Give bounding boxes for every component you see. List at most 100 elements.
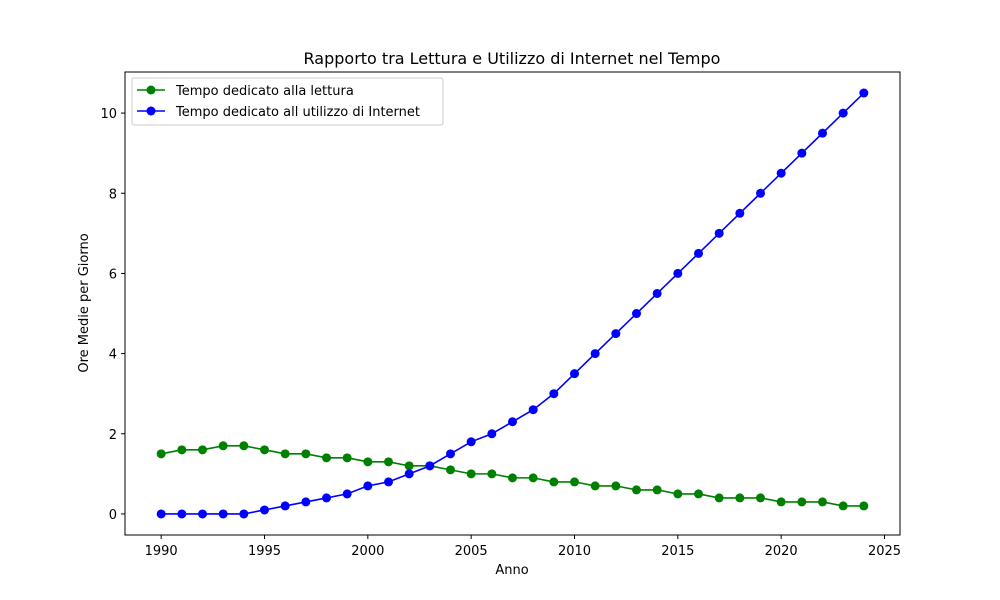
data-point xyxy=(342,489,352,499)
data-point xyxy=(446,465,455,475)
x-tick-label: 2025 xyxy=(868,544,901,559)
x-tick-label: 2015 xyxy=(661,544,694,559)
data-point xyxy=(508,417,517,427)
data-point xyxy=(756,493,765,503)
data-point xyxy=(487,469,497,479)
legend-item-1: Tempo dedicato alla lettura xyxy=(137,84,354,99)
data-point xyxy=(198,509,207,519)
data-point xyxy=(590,481,600,491)
y-axis: 0 2 4 6 8 10 xyxy=(100,107,125,523)
data-point xyxy=(218,509,228,519)
y-tick-label: 10 xyxy=(100,107,117,122)
data-point xyxy=(322,493,331,503)
data-point xyxy=(487,429,497,439)
data-point xyxy=(673,489,683,499)
y-tick-label: 4 xyxy=(109,348,117,363)
data-point xyxy=(301,449,311,459)
data-point xyxy=(239,509,249,519)
x-tick-label: 2005 xyxy=(455,544,488,559)
x-tick-label: 2010 xyxy=(558,544,591,559)
data-point xyxy=(280,501,290,511)
data-point xyxy=(818,497,827,507)
data-point xyxy=(156,449,166,459)
x-tick-label: 1990 xyxy=(145,544,178,559)
data-point xyxy=(590,349,600,359)
data-point xyxy=(673,268,683,278)
x-axis: 1990 1995 2000 2005 2010 2015 2020 2025 xyxy=(145,535,901,559)
data-point xyxy=(694,489,703,499)
data-point xyxy=(177,445,187,455)
y-axis-label: Ore Medie per Giorno xyxy=(77,233,92,372)
y-tick-label: 0 xyxy=(109,508,117,523)
x-axis-label: Anno xyxy=(495,563,528,578)
data-point xyxy=(714,493,724,503)
x-tick-label: 1995 xyxy=(248,544,281,559)
data-point xyxy=(632,309,641,319)
data-point xyxy=(859,501,869,511)
legend-item-2: Tempo dedicato all utilizzo di Internet xyxy=(137,105,420,120)
data-point xyxy=(260,505,269,515)
data-point xyxy=(322,453,331,463)
data-point xyxy=(466,437,476,447)
data-point xyxy=(652,485,662,495)
data-point xyxy=(384,457,393,467)
legend-marker xyxy=(146,106,156,116)
data-point xyxy=(797,497,807,507)
data-point xyxy=(570,369,579,379)
data-point xyxy=(838,501,848,511)
data-point xyxy=(508,473,517,483)
plot-frame xyxy=(124,71,901,536)
data-point xyxy=(859,88,869,98)
data-point xyxy=(528,405,538,415)
y-tick-label: 8 xyxy=(109,187,117,202)
legend-label: Tempo dedicato all utilizzo di Internet xyxy=(175,105,420,120)
data-point xyxy=(446,449,455,459)
series-2 xyxy=(156,88,869,519)
data-point xyxy=(404,469,414,479)
data-point xyxy=(363,481,373,491)
data-point xyxy=(549,389,559,399)
chart-title: Rapporto tra Lettura e Utilizzo di Inter… xyxy=(304,49,721,68)
data-point xyxy=(301,497,311,507)
data-point xyxy=(776,168,786,178)
data-point xyxy=(797,148,807,158)
data-point xyxy=(260,445,269,455)
legend-marker xyxy=(146,85,156,95)
data-point xyxy=(280,449,290,459)
series-layer xyxy=(156,88,869,519)
data-point xyxy=(776,497,786,507)
data-point xyxy=(632,485,641,495)
data-point xyxy=(694,248,703,258)
data-point xyxy=(342,453,352,463)
data-point xyxy=(239,441,249,451)
data-point xyxy=(838,108,848,118)
data-point xyxy=(177,509,187,519)
data-point xyxy=(384,477,393,487)
data-point xyxy=(466,469,476,479)
data-point xyxy=(611,481,621,491)
data-point xyxy=(570,477,579,487)
data-point xyxy=(218,441,228,451)
data-point xyxy=(756,188,765,198)
data-point xyxy=(156,509,166,519)
data-point xyxy=(363,457,373,467)
data-point xyxy=(611,329,621,339)
data-point xyxy=(528,473,538,483)
data-point xyxy=(714,228,724,238)
plot-area xyxy=(125,72,900,535)
data-point xyxy=(652,288,662,298)
data-point xyxy=(425,461,435,471)
legend-box xyxy=(131,77,444,126)
data-point xyxy=(735,493,745,503)
legend: Tempo dedicato alla lettura Tempo dedicat… xyxy=(131,77,444,126)
y-tick-label: 2 xyxy=(109,428,117,443)
data-point xyxy=(818,128,827,138)
y-tick-label: 6 xyxy=(109,267,117,282)
data-point xyxy=(404,461,414,471)
data-point xyxy=(198,445,207,455)
legend-label: Tempo dedicato alla lettura xyxy=(175,84,354,99)
data-point xyxy=(735,208,745,218)
data-point xyxy=(549,477,559,487)
x-tick-label: 2020 xyxy=(765,544,798,559)
